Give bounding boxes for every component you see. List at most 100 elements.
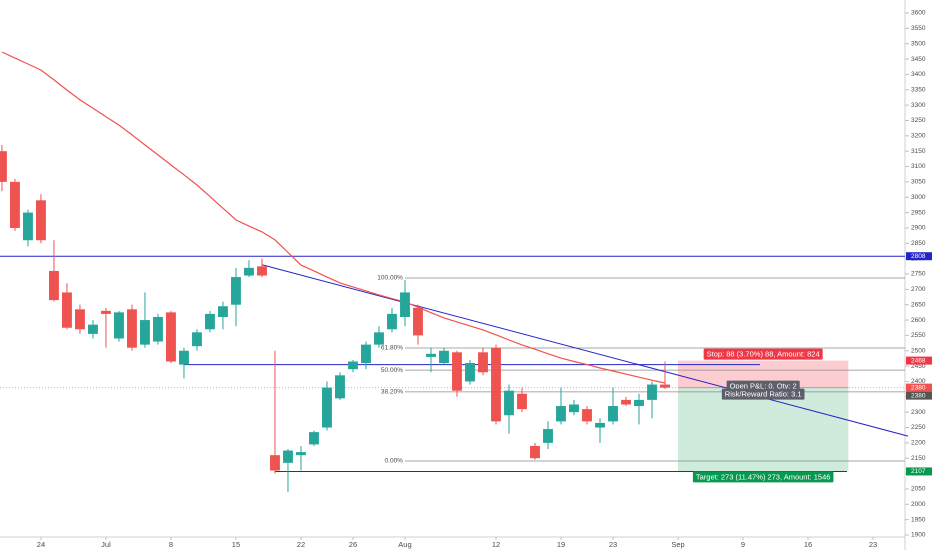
trendline bbox=[261, 264, 909, 437]
y-tick-label: 2750 bbox=[911, 271, 926, 278]
x-tick-label: 8 bbox=[169, 540, 173, 549]
y-tick-label: 2950 bbox=[911, 209, 926, 216]
candle-body bbox=[543, 429, 553, 443]
candle-body bbox=[0, 151, 7, 182]
y-tick-label: 2250 bbox=[911, 424, 926, 431]
price-label-bg bbox=[906, 467, 932, 476]
candle-body bbox=[62, 292, 72, 328]
candle-body bbox=[608, 406, 618, 422]
fib-label: 0.00% bbox=[385, 458, 404, 465]
candle-body bbox=[387, 313, 397, 330]
candle-body bbox=[218, 306, 228, 317]
y-tick-label: 1950 bbox=[911, 516, 926, 523]
y-tick-label: 3450 bbox=[911, 56, 926, 63]
candle-body bbox=[413, 307, 423, 336]
candle-body bbox=[49, 270, 59, 301]
candle-body bbox=[10, 181, 20, 228]
candle-body bbox=[127, 309, 137, 348]
y-tick-label: 2550 bbox=[911, 332, 926, 339]
price-label-bg bbox=[906, 356, 932, 365]
x-tick-label: Aug bbox=[398, 540, 411, 549]
x-tick-label: 24 bbox=[37, 540, 45, 549]
y-tick-label: 2850 bbox=[911, 240, 926, 247]
candle-body bbox=[166, 312, 176, 362]
y-tick-label: 2300 bbox=[911, 409, 926, 416]
y-tick-label: 2500 bbox=[911, 347, 926, 354]
y-tick-label: 2000 bbox=[911, 501, 926, 508]
candle-body bbox=[231, 277, 241, 305]
candle-body bbox=[88, 324, 98, 334]
candle-body bbox=[270, 455, 280, 471]
y-tick-label: 2400 bbox=[911, 378, 926, 385]
price-label-bg bbox=[906, 252, 932, 261]
y-tick-label: 3600 bbox=[911, 10, 926, 17]
candle-body bbox=[23, 212, 33, 241]
y-tick-label: 3350 bbox=[911, 86, 926, 93]
candle-body bbox=[335, 375, 345, 399]
candle-body bbox=[322, 387, 332, 428]
x-tick-label: 23 bbox=[869, 540, 877, 549]
price-label: 2107 bbox=[911, 468, 926, 475]
candle-body bbox=[569, 404, 579, 413]
x-tick-label: 19 bbox=[557, 540, 565, 549]
candle-body bbox=[478, 352, 488, 373]
candle-body bbox=[361, 344, 371, 364]
price-label-bg bbox=[906, 391, 932, 400]
moving-average bbox=[1, 51, 666, 384]
candle-body bbox=[634, 399, 644, 407]
x-tick-label: Sep bbox=[671, 540, 684, 549]
candle-body bbox=[504, 390, 514, 416]
candle-body bbox=[426, 353, 436, 357]
y-tick-label: 3150 bbox=[911, 148, 926, 155]
price-label: 2380 bbox=[911, 384, 926, 391]
candle-body bbox=[647, 384, 657, 400]
y-tick-label: 3550 bbox=[911, 25, 926, 32]
target-label: Target: 273 (11.47%) 273, Amount: 1546 bbox=[696, 472, 831, 481]
stop-label-bg bbox=[703, 348, 823, 360]
fib-label: 100.00% bbox=[377, 275, 403, 282]
candle-body bbox=[491, 347, 501, 422]
price-label-bg bbox=[906, 383, 932, 392]
x-tick-label: Jul bbox=[101, 540, 111, 549]
y-tick-label: 2650 bbox=[911, 301, 926, 308]
candle-body bbox=[283, 450, 293, 463]
candle-body bbox=[582, 409, 592, 422]
target-label-bg bbox=[692, 471, 834, 483]
candle-body bbox=[465, 363, 475, 382]
candle-body bbox=[205, 313, 215, 330]
fib-label: 50.00% bbox=[381, 367, 403, 374]
price-label: 2468 bbox=[911, 357, 926, 364]
candle-body bbox=[595, 422, 605, 428]
candle-body bbox=[153, 316, 163, 342]
ratio-label-bg bbox=[721, 388, 805, 400]
y-tick-label: 3400 bbox=[911, 71, 926, 78]
candle-body bbox=[517, 393, 527, 410]
x-tick-label: 23 bbox=[609, 540, 617, 549]
candle-body bbox=[452, 352, 462, 391]
candle-body bbox=[400, 292, 410, 317]
candle-body bbox=[192, 332, 202, 347]
candle-body bbox=[439, 350, 449, 364]
candle-body bbox=[621, 399, 631, 405]
candle-body bbox=[101, 310, 111, 314]
y-tick-label: 2700 bbox=[911, 286, 926, 293]
y-tick-label: 3500 bbox=[911, 40, 926, 47]
fib-label: 61.80% bbox=[381, 345, 403, 352]
y-tick-label: 2600 bbox=[911, 317, 926, 324]
candle-body bbox=[309, 432, 319, 445]
x-tick-label: 12 bbox=[492, 540, 500, 549]
candle-body bbox=[556, 406, 566, 422]
candle-body bbox=[530, 445, 540, 459]
y-tick-label: 3200 bbox=[911, 133, 926, 140]
x-tick-label: 26 bbox=[349, 540, 357, 549]
y-tick-label: 1900 bbox=[911, 532, 926, 539]
y-tick-label: 3050 bbox=[911, 179, 926, 186]
stop-label: Stop: 88 (3.70%) 88, Amount: 824 bbox=[707, 350, 820, 359]
fib-label: 38.20% bbox=[381, 389, 403, 396]
candle-body bbox=[75, 309, 85, 330]
x-tick-label: 15 bbox=[232, 540, 240, 549]
candle-body bbox=[140, 320, 150, 345]
y-tick-label: 2450 bbox=[911, 363, 926, 370]
